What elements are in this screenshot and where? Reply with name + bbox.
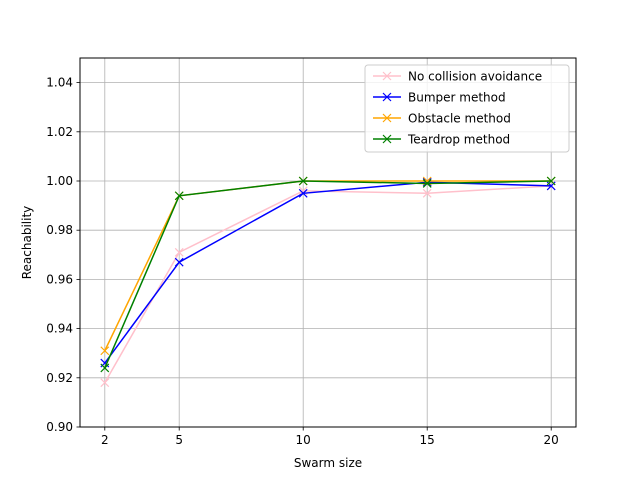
series-obstacle-method (100, 176, 556, 356)
legend-item: Teardrop method (373, 133, 510, 147)
data-point (100, 346, 110, 356)
legend-marker (382, 71, 392, 81)
plot-frame (79, 57, 577, 428)
legend-label: Bumper method (408, 91, 506, 105)
y-tick-label: 0.94 (46, 322, 73, 336)
data-point (422, 177, 432, 187)
x-tick-label: 20 (544, 433, 559, 447)
y-tick-label: 1.00 (46, 174, 73, 188)
series-bumper-method (100, 177, 556, 368)
data-point (546, 176, 556, 186)
legend-marker (382, 113, 392, 123)
data-point (422, 179, 432, 188)
data-point (100, 378, 110, 388)
legend-item: No collision avoidance (373, 70, 542, 84)
y-axis-label: Reachability (20, 206, 34, 280)
legend-marker (382, 134, 392, 144)
legend-item: Bumper method (373, 91, 506, 105)
y-tick-label: 0.90 (46, 420, 73, 434)
x-tick-label: 5 (175, 433, 183, 447)
series-teardrop-method (100, 176, 556, 373)
x-tick-label: 2 (101, 433, 109, 447)
x-axis-label: Swarm size (294, 456, 362, 470)
series-line (104, 181, 552, 364)
y-tick-label: 0.96 (46, 272, 73, 286)
data-point (174, 191, 184, 201)
data-point (298, 188, 308, 198)
legend-label: No collision avoidance (408, 70, 542, 84)
x-tick-label: 15 (420, 433, 435, 447)
data-point (298, 176, 308, 186)
legend: No collision avoidance Bumper method Obsta… (364, 64, 570, 153)
series-no-collision-avoidance (100, 181, 556, 388)
y-tick-label: 1.04 (46, 76, 73, 90)
legend-item: Obstacle method (373, 112, 511, 126)
legend-marker (382, 92, 392, 102)
ticks: 2 5 10 15 20 0.90 0.92 0.94 0.96 0.98 1.00 1.02 1.04 (46, 76, 559, 447)
data-point (100, 363, 110, 373)
series-line (104, 180, 552, 369)
y-tick-label: 1.02 (46, 125, 73, 139)
x-tick-label: 10 (296, 433, 311, 447)
y-tick-label: 0.92 (46, 371, 73, 385)
legend-box (364, 64, 570, 153)
series-line (104, 185, 552, 384)
data-point (174, 247, 184, 257)
legend-label: Obstacle method (408, 112, 511, 126)
legend-label: Teardrop method (407, 133, 510, 147)
y-tick-label: 0.98 (46, 223, 73, 237)
data-point (422, 188, 432, 198)
series-group (100, 176, 556, 388)
data-point (174, 257, 184, 267)
